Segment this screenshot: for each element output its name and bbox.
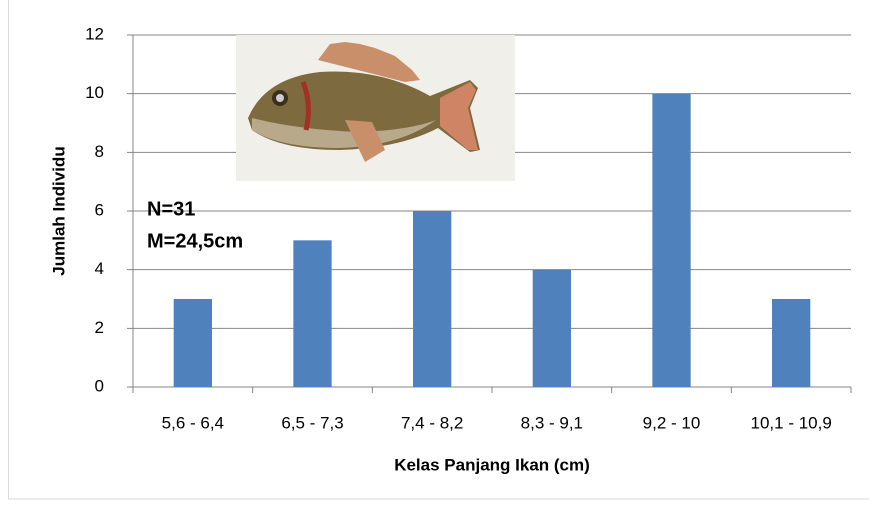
annotation: N=31 bbox=[147, 198, 195, 220]
x-tick-label: 10,1 - 10,9 bbox=[751, 413, 832, 432]
bar bbox=[532, 269, 571, 387]
x-tick-label: 8,3 - 9,1 bbox=[521, 413, 583, 432]
x-tick-label: 6,5 - 7,3 bbox=[281, 413, 343, 432]
y-tick-label: 12 bbox=[85, 24, 104, 43]
y-tick-label: 0 bbox=[95, 376, 104, 395]
bar bbox=[652, 93, 691, 388]
bar bbox=[173, 299, 212, 387]
x-axis-title: Kelas Panjang Ikan (cm) bbox=[394, 455, 590, 474]
x-tick-label: 9,2 - 10 bbox=[643, 413, 701, 432]
x-tick-label: 7,4 - 8,2 bbox=[401, 413, 463, 432]
y-tick-label: 6 bbox=[95, 200, 104, 219]
x-tick-label: 5,6 - 6,4 bbox=[162, 413, 224, 432]
y-tick-label: 8 bbox=[95, 142, 104, 161]
bar bbox=[772, 299, 811, 387]
y-tick-label: 4 bbox=[95, 259, 104, 278]
fish-photo bbox=[236, 35, 515, 181]
annotation: M=24,5cm bbox=[147, 230, 243, 252]
y-tick-label: 10 bbox=[85, 83, 104, 102]
bar bbox=[293, 240, 332, 387]
y-axis-title: Jumlah Individu bbox=[49, 146, 68, 275]
y-tick-label: 2 bbox=[95, 318, 104, 337]
bar bbox=[413, 211, 452, 387]
